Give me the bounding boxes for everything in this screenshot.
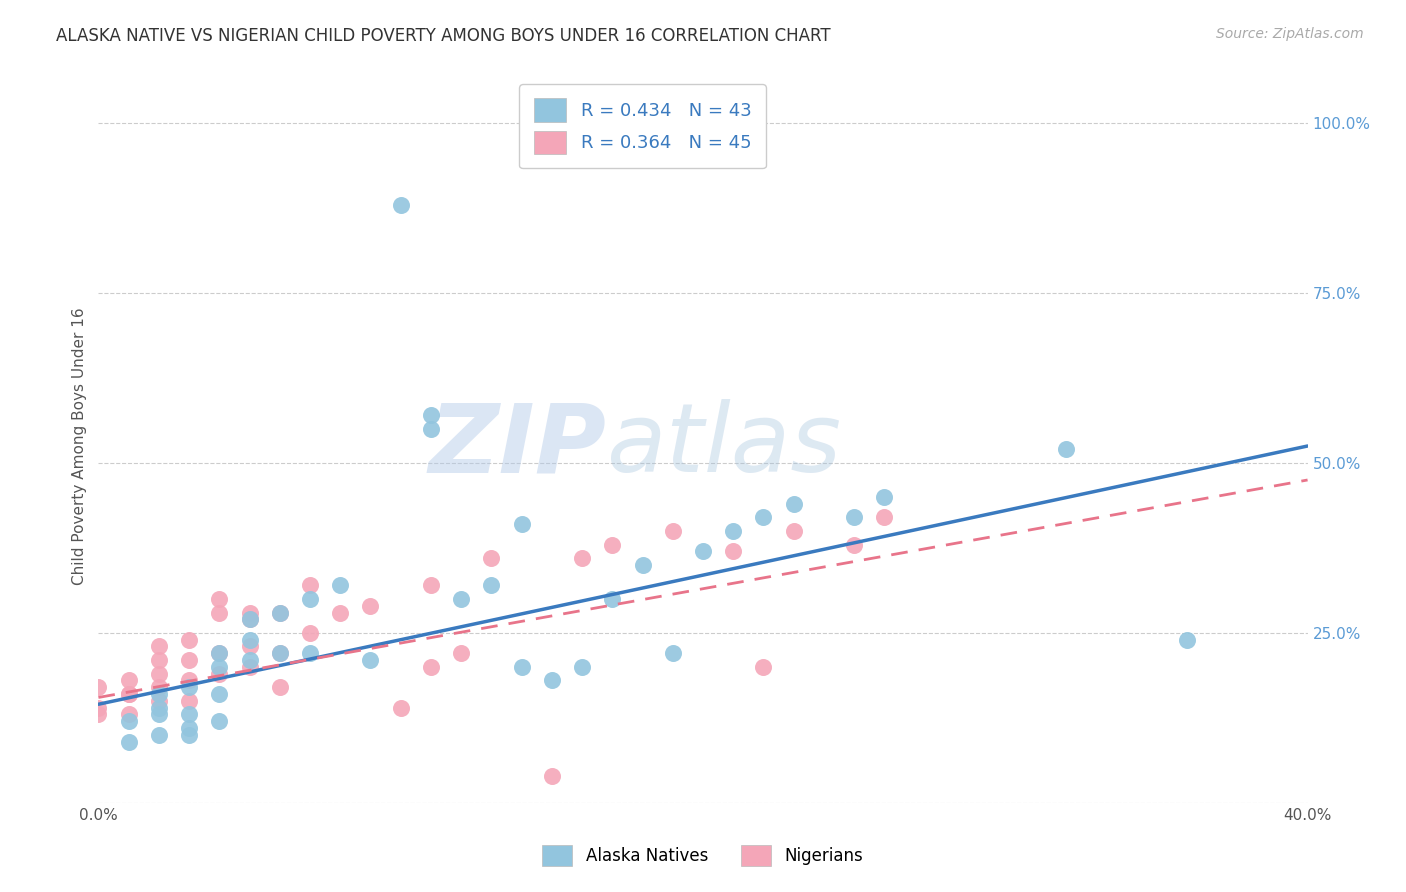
- Point: [148, 687, 170, 701]
- Point: [329, 578, 352, 592]
- Point: [540, 673, 562, 688]
- Point: [148, 707, 170, 722]
- Point: [299, 578, 322, 592]
- Point: [239, 640, 262, 654]
- Point: [208, 660, 231, 674]
- Legend: Alaska Natives, Nigerians: Alaska Natives, Nigerians: [534, 837, 872, 875]
- Point: [844, 537, 866, 551]
- Legend: R = 0.434   N = 43, R = 0.364   N = 45: R = 0.434 N = 43, R = 0.364 N = 45: [519, 84, 766, 169]
- Point: [148, 640, 170, 654]
- Point: [299, 591, 322, 606]
- Point: [269, 680, 291, 694]
- Point: [148, 700, 170, 714]
- Point: [239, 660, 262, 674]
- Point: [844, 510, 866, 524]
- Point: [179, 728, 201, 742]
- Point: [208, 606, 231, 620]
- Text: Source: ZipAtlas.com: Source: ZipAtlas.com: [1216, 27, 1364, 41]
- Point: [269, 646, 291, 660]
- Point: [481, 578, 503, 592]
- Point: [389, 198, 412, 212]
- Point: [208, 687, 231, 701]
- Point: [1054, 442, 1077, 457]
- Point: [1175, 632, 1198, 647]
- Point: [87, 707, 110, 722]
- Point: [420, 422, 443, 436]
- Point: [118, 714, 141, 729]
- Point: [118, 687, 141, 701]
- Point: [269, 646, 291, 660]
- Point: [723, 544, 745, 558]
- Y-axis label: Child Poverty Among Boys Under 16: Child Poverty Among Boys Under 16: [72, 307, 87, 585]
- Point: [602, 537, 624, 551]
- Point: [118, 707, 141, 722]
- Point: [661, 646, 683, 660]
- Point: [269, 606, 291, 620]
- Point: [420, 578, 443, 592]
- Point: [783, 524, 806, 538]
- Point: [179, 694, 201, 708]
- Point: [179, 680, 201, 694]
- Point: [420, 409, 443, 423]
- Point: [873, 510, 896, 524]
- Point: [299, 646, 322, 660]
- Point: [208, 646, 231, 660]
- Point: [179, 653, 201, 667]
- Point: [148, 728, 170, 742]
- Point: [208, 714, 231, 729]
- Point: [329, 606, 352, 620]
- Point: [239, 653, 262, 667]
- Point: [873, 490, 896, 504]
- Point: [571, 551, 593, 566]
- Point: [450, 646, 472, 660]
- Point: [179, 721, 201, 735]
- Point: [723, 524, 745, 538]
- Point: [239, 606, 262, 620]
- Point: [752, 660, 775, 674]
- Point: [450, 591, 472, 606]
- Point: [87, 680, 110, 694]
- Point: [118, 673, 141, 688]
- Point: [179, 673, 201, 688]
- Point: [360, 599, 382, 613]
- Point: [389, 700, 412, 714]
- Point: [118, 734, 141, 748]
- Point: [179, 632, 201, 647]
- Point: [299, 626, 322, 640]
- Point: [239, 612, 262, 626]
- Point: [179, 707, 201, 722]
- Point: [87, 700, 110, 714]
- Point: [148, 680, 170, 694]
- Point: [783, 497, 806, 511]
- Point: [208, 591, 231, 606]
- Point: [510, 517, 533, 532]
- Point: [148, 694, 170, 708]
- Point: [148, 653, 170, 667]
- Point: [602, 591, 624, 606]
- Point: [208, 666, 231, 681]
- Text: atlas: atlas: [606, 400, 841, 492]
- Point: [661, 524, 683, 538]
- Point: [752, 510, 775, 524]
- Text: ALASKA NATIVE VS NIGERIAN CHILD POVERTY AMONG BOYS UNDER 16 CORRELATION CHART: ALASKA NATIVE VS NIGERIAN CHILD POVERTY …: [56, 27, 831, 45]
- Point: [420, 660, 443, 674]
- Point: [239, 612, 262, 626]
- Point: [481, 551, 503, 566]
- Point: [360, 653, 382, 667]
- Point: [510, 660, 533, 674]
- Point: [239, 632, 262, 647]
- Point: [631, 558, 654, 572]
- Point: [148, 666, 170, 681]
- Point: [118, 687, 141, 701]
- Text: ZIP: ZIP: [429, 400, 606, 492]
- Point: [269, 606, 291, 620]
- Point: [692, 544, 714, 558]
- Point: [208, 646, 231, 660]
- Point: [571, 660, 593, 674]
- Point: [540, 769, 562, 783]
